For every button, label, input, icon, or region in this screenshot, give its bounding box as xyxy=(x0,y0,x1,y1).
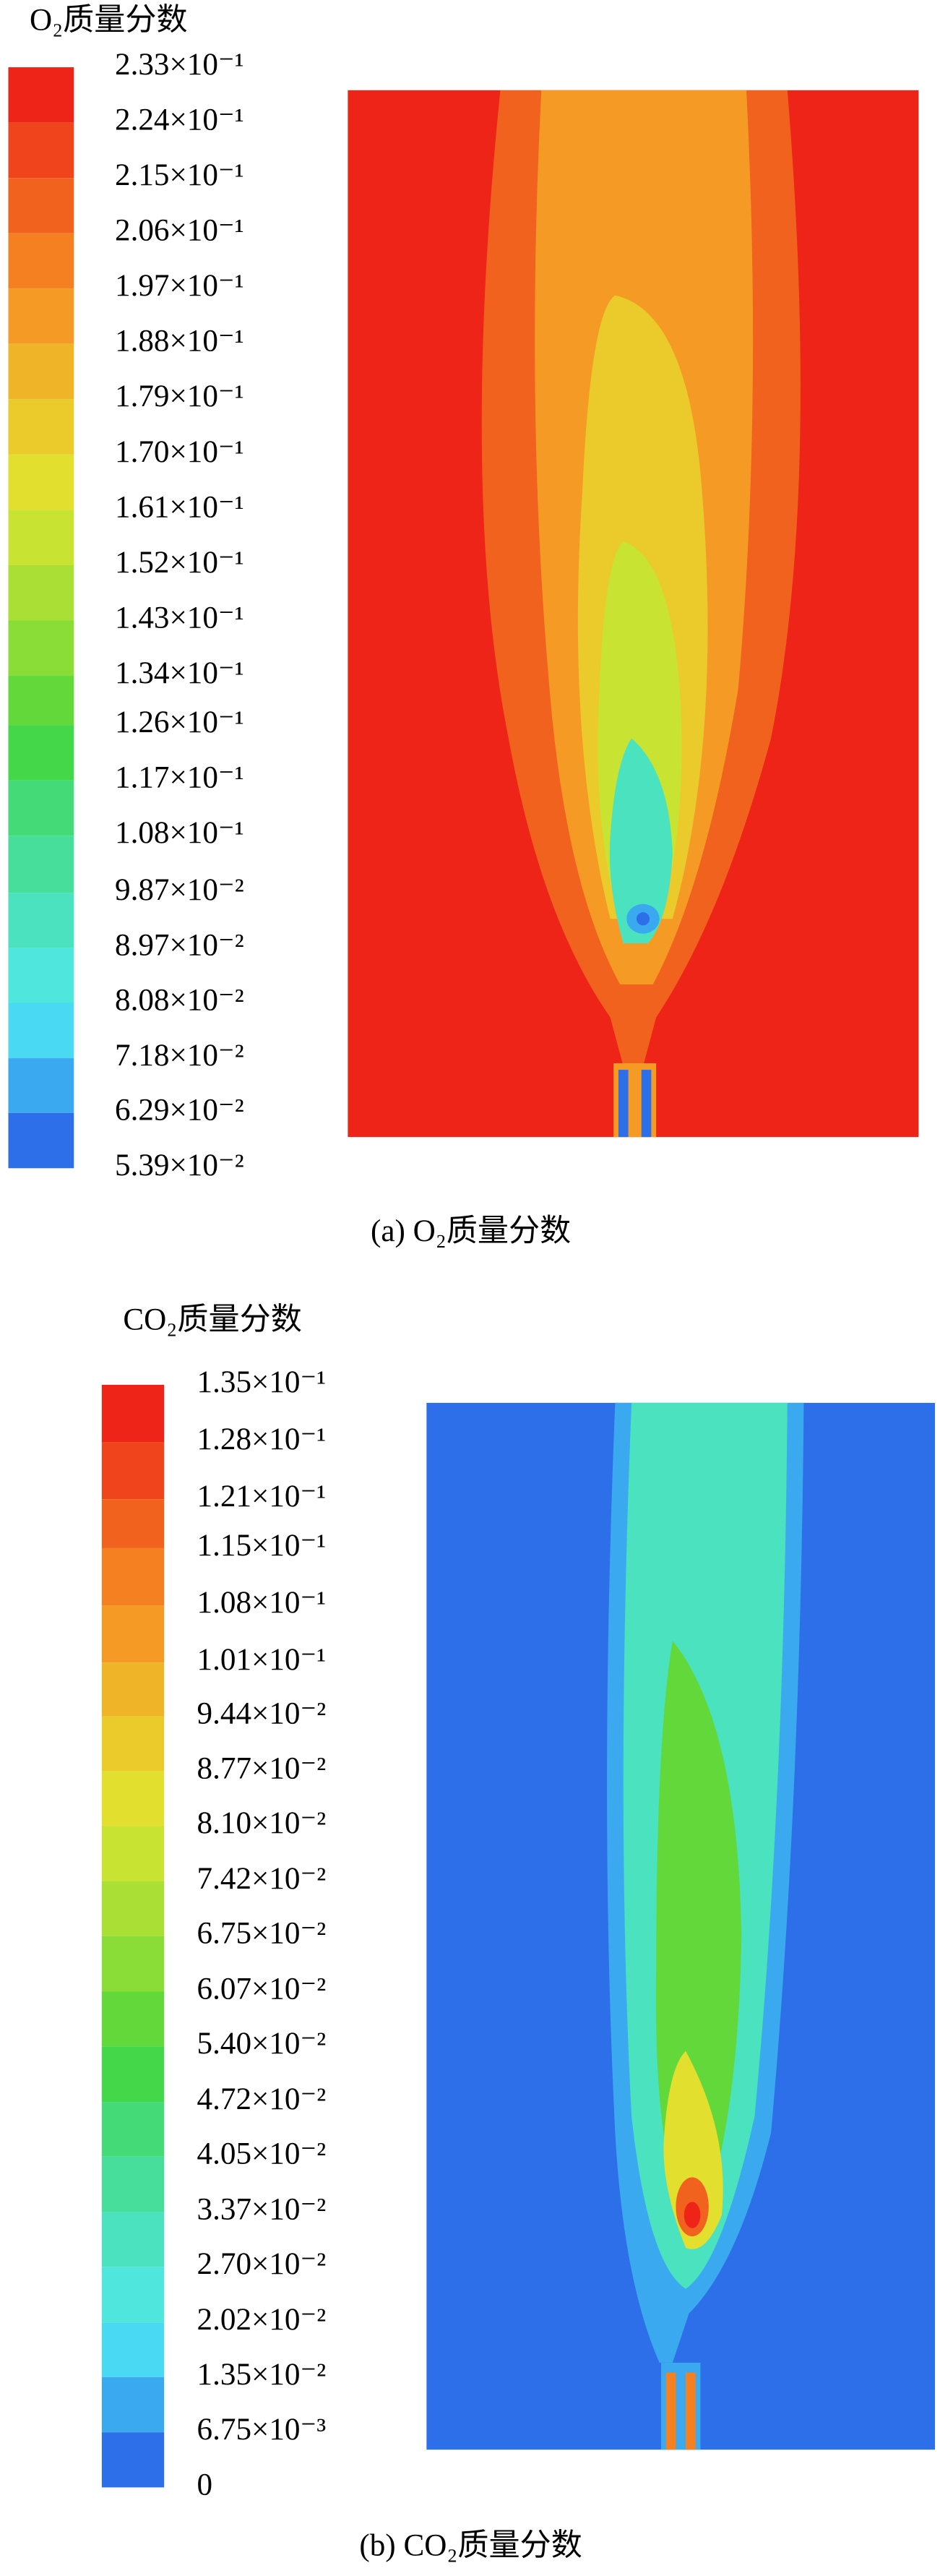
colorbar-tick-label: 1.61×10⁻¹ xyxy=(115,490,244,524)
colorbar-tick-label: 1.43×10⁻¹ xyxy=(115,601,244,635)
colorbar-tick-label: 2.70×10⁻² xyxy=(197,2247,327,2281)
colorbar-tick-label: 5.39×10⁻² xyxy=(115,1149,244,1182)
colorbar-title: CO₂质量分数 xyxy=(123,1303,301,1337)
colorbar-tick-label: 1.70×10⁻¹ xyxy=(115,435,244,469)
colorbar-band xyxy=(8,510,74,565)
colorbar-band xyxy=(101,1442,165,1500)
colorbar-tick-label: 6.75×10⁻² xyxy=(197,1917,327,1951)
caption: (a) O₂质量分数 xyxy=(371,1214,571,1248)
colorbar-tick-label: 1.52×10⁻¹ xyxy=(115,546,244,580)
colorbar-band xyxy=(8,288,74,344)
colorbar-band xyxy=(8,1003,74,1059)
colorbar-tick-label: 1.97×10⁻¹ xyxy=(115,269,244,303)
colorbar-band xyxy=(101,1605,165,1663)
colorbar-tick-label: 2.06×10⁻¹ xyxy=(115,214,244,248)
colorbar-tick-label: 9.87×10⁻² xyxy=(115,873,244,907)
colorbar-band xyxy=(101,2212,165,2267)
colorbar-tick-label: 5.40×10⁻² xyxy=(197,2027,327,2061)
colorbar-band xyxy=(101,2102,165,2157)
colorbar-tick-label: 1.28×10⁻¹ xyxy=(197,1422,327,1456)
colorbar-band xyxy=(101,1881,165,1936)
colorbar-band xyxy=(101,2377,165,2433)
colorbar-tick-label: 6.29×10⁻² xyxy=(115,1094,244,1128)
colorbar-band xyxy=(8,725,74,781)
colorbar-tick-label: 2.02×10⁻² xyxy=(197,2303,327,2337)
colorbar-band xyxy=(8,178,74,233)
colorbar-tick-label: 8.97×10⁻² xyxy=(115,929,244,963)
colorbar-tick-label: 8.77×10⁻² xyxy=(197,1751,327,1785)
colorbar-band xyxy=(8,948,74,1003)
colorbar-band xyxy=(8,454,74,510)
colorbar-band xyxy=(8,343,74,400)
colorbar-band xyxy=(101,2432,165,2488)
colorbar-band xyxy=(8,780,74,836)
colorbar-tick-label: 1.21×10⁻¹ xyxy=(197,1480,327,1514)
colorbar-band xyxy=(101,2267,165,2323)
colorbar-tick-label: 1.35×10⁻² xyxy=(197,2358,327,2392)
colorbar-tick-label: 7.18×10⁻² xyxy=(115,1039,244,1073)
colorbar-band xyxy=(101,1991,165,2047)
colorbar-tick-label: 8.10×10⁻² xyxy=(197,1806,327,1840)
colorbar-band xyxy=(8,122,74,179)
colorbar-band xyxy=(101,1826,165,1881)
co2-field xyxy=(426,1402,936,2450)
colorbar-band xyxy=(101,2046,165,2103)
colorbar-tick-label: 6.75×10⁻³ xyxy=(197,2413,327,2447)
colorbar-tick-label: 1.01×10⁻¹ xyxy=(197,1643,327,1677)
colorbar-band xyxy=(8,620,74,677)
colorbar-title: O₂质量分数 xyxy=(30,4,188,38)
colorbar-tick-label: 2.24×10⁻¹ xyxy=(115,103,244,137)
colorbar-tick-label: 3.37×10⁻² xyxy=(197,2193,327,2227)
colorbar-tick-label: 1.17×10⁻¹ xyxy=(115,761,244,795)
colorbar-tick-label: 4.05×10⁻² xyxy=(197,2137,327,2171)
o2-field xyxy=(348,90,919,1138)
colorbar-band xyxy=(8,233,74,289)
colorbar-tick-label: 8.08×10⁻² xyxy=(115,983,244,1017)
colorbar-band xyxy=(101,2322,165,2377)
colorbar-band xyxy=(8,564,74,621)
colorbar-band xyxy=(101,1499,165,1548)
colorbar-tick-label: 7.42×10⁻² xyxy=(197,1862,327,1896)
colorbar-tick-label: 2.15×10⁻¹ xyxy=(115,158,244,192)
colorbar-band xyxy=(101,1662,165,1717)
colorbar-band xyxy=(101,1716,165,1772)
colorbar-band xyxy=(101,1384,165,1443)
colorbar-band xyxy=(101,1771,165,1826)
colorbar-band xyxy=(8,1112,74,1169)
colorbar-band xyxy=(101,1936,165,1992)
colorbar-band xyxy=(8,893,74,948)
colorbar-tick-label: 1.34×10⁻¹ xyxy=(115,656,244,690)
colorbar-tick-label: 0 xyxy=(197,2468,213,2502)
colorbar-band xyxy=(101,1547,165,1606)
colorbar-tick-label: 1.26×10⁻¹ xyxy=(115,705,244,739)
colorbar-tick-label: 9.44×10⁻² xyxy=(197,1697,327,1731)
colorbar-band xyxy=(8,836,74,893)
colorbar-tick-label: 1.08×10⁻¹ xyxy=(197,1586,327,1620)
colorbar-tick-label: 4.72×10⁻² xyxy=(197,2082,327,2116)
colorbar-tick-label: 1.88×10⁻¹ xyxy=(115,325,244,359)
colorbar-tick-label: 2.33×10⁻¹ xyxy=(115,48,244,82)
colorbar-band xyxy=(101,2156,165,2212)
colorbar-tick-label: 1.35×10⁻¹ xyxy=(197,1365,327,1399)
colorbar-band xyxy=(8,676,74,726)
colorbar-tick-label: 1.79×10⁻¹ xyxy=(115,379,244,413)
colorbar-tick-label: 1.08×10⁻¹ xyxy=(115,816,244,850)
caption: (b) CO₂质量分数 xyxy=(359,2528,582,2562)
colorbar-band xyxy=(8,67,74,123)
colorbar-band xyxy=(8,399,74,455)
colorbar-tick-label: 1.15×10⁻¹ xyxy=(197,1529,327,1563)
colorbar-band xyxy=(8,1058,74,1113)
colorbar-tick-label: 6.07×10⁻² xyxy=(197,1972,327,2006)
